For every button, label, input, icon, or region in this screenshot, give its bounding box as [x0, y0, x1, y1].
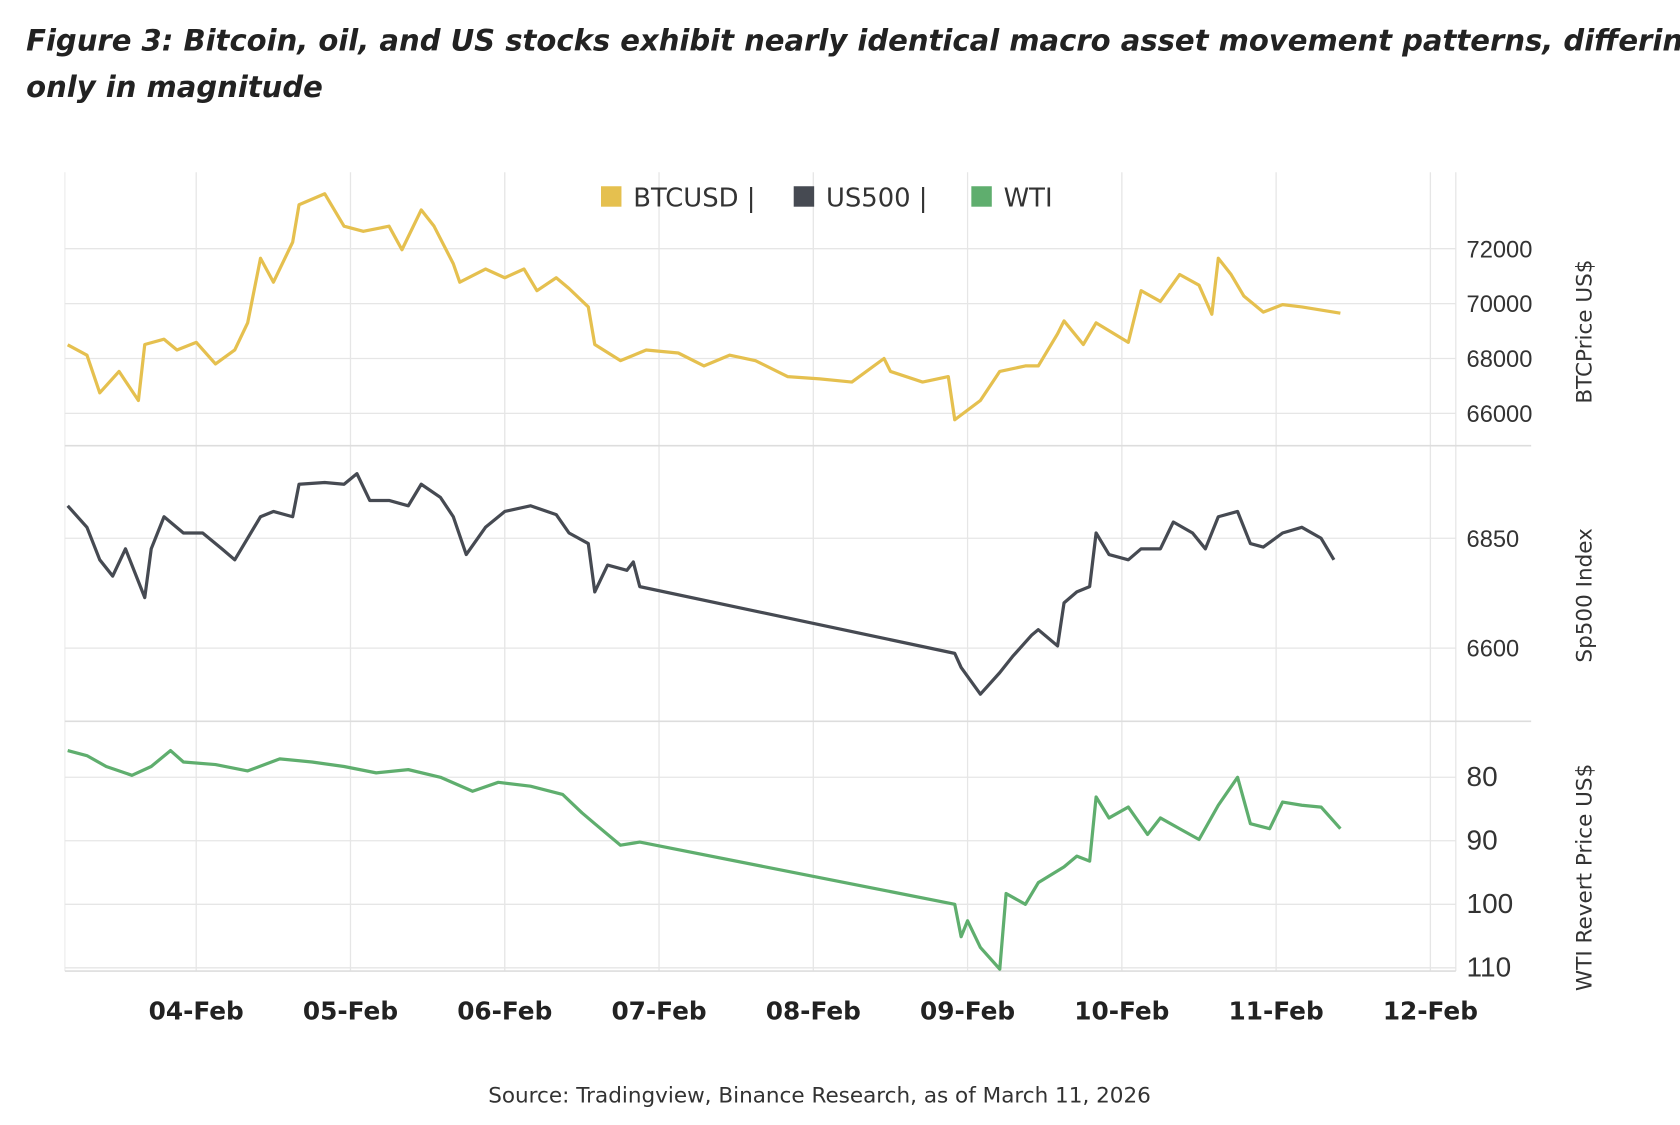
x-tick-label: 09-Feb: [920, 996, 1015, 1025]
legend-label: WTI: [1004, 184, 1053, 214]
y-axis-title: Sp500 Index: [1572, 528, 1597, 663]
series-line-btcusd: [66, 192, 1341, 422]
legend-label: US500 |: [826, 184, 928, 214]
y-tick-label: 6600: [1467, 637, 1520, 663]
y-tick-label: 68000: [1467, 347, 1533, 373]
x-tick-label: 10-Feb: [1074, 996, 1169, 1025]
gridlines: [64, 172, 1532, 972]
series-lines: [66, 192, 1342, 971]
legend: BTCUSD | US500 | WTI: [601, 184, 1053, 214]
y-axis-title: WTI Revert Price US$: [1572, 764, 1597, 991]
x-tick-label: 08-Feb: [766, 996, 861, 1025]
y-tick-label: 66000: [1467, 402, 1533, 428]
x-tick-label: 11-Feb: [1229, 996, 1324, 1025]
y-tick-label: 90: [1467, 824, 1498, 855]
x-tick-label: 12-Feb: [1383, 996, 1478, 1025]
legend-swatch: [601, 186, 622, 207]
legend-swatch: [793, 186, 815, 207]
legend-label: BTCUSD |: [633, 184, 755, 214]
y-tick-label: 6850: [1467, 527, 1520, 553]
legend-swatch: [971, 186, 992, 207]
source-note: Source: Tradingview, Binance Research, a…: [488, 1083, 1151, 1108]
y-tick-label: 110: [1467, 951, 1512, 982]
series-line-us500: [66, 472, 1336, 696]
series-line-wti: [67, 748, 1342, 971]
figure-title-line-2: only in magnitude: [26, 70, 323, 104]
figure-title-line-1: Figure 3: Bitcoin, oil, and US stocks ex…: [26, 24, 1680, 58]
y-tick-label: 70000: [1467, 292, 1533, 318]
x-tick-label: 07-Feb: [611, 996, 706, 1025]
y-tick-label: 100: [1467, 888, 1514, 919]
x-tick-label: 04-Feb: [149, 996, 244, 1025]
x-tick-label: 06-Feb: [457, 996, 552, 1025]
x-tick-label: 05-Feb: [303, 996, 398, 1025]
y-tick-label: 72000: [1467, 237, 1533, 263]
y-axis-title: BTCPrice US$: [1572, 260, 1597, 404]
axes: 04-Feb 05-Feb 06-Feb 07-Feb 08-Feb 09-Feb 10-F…: [149, 237, 1598, 1025]
y-tick-label: 80: [1467, 761, 1498, 792]
